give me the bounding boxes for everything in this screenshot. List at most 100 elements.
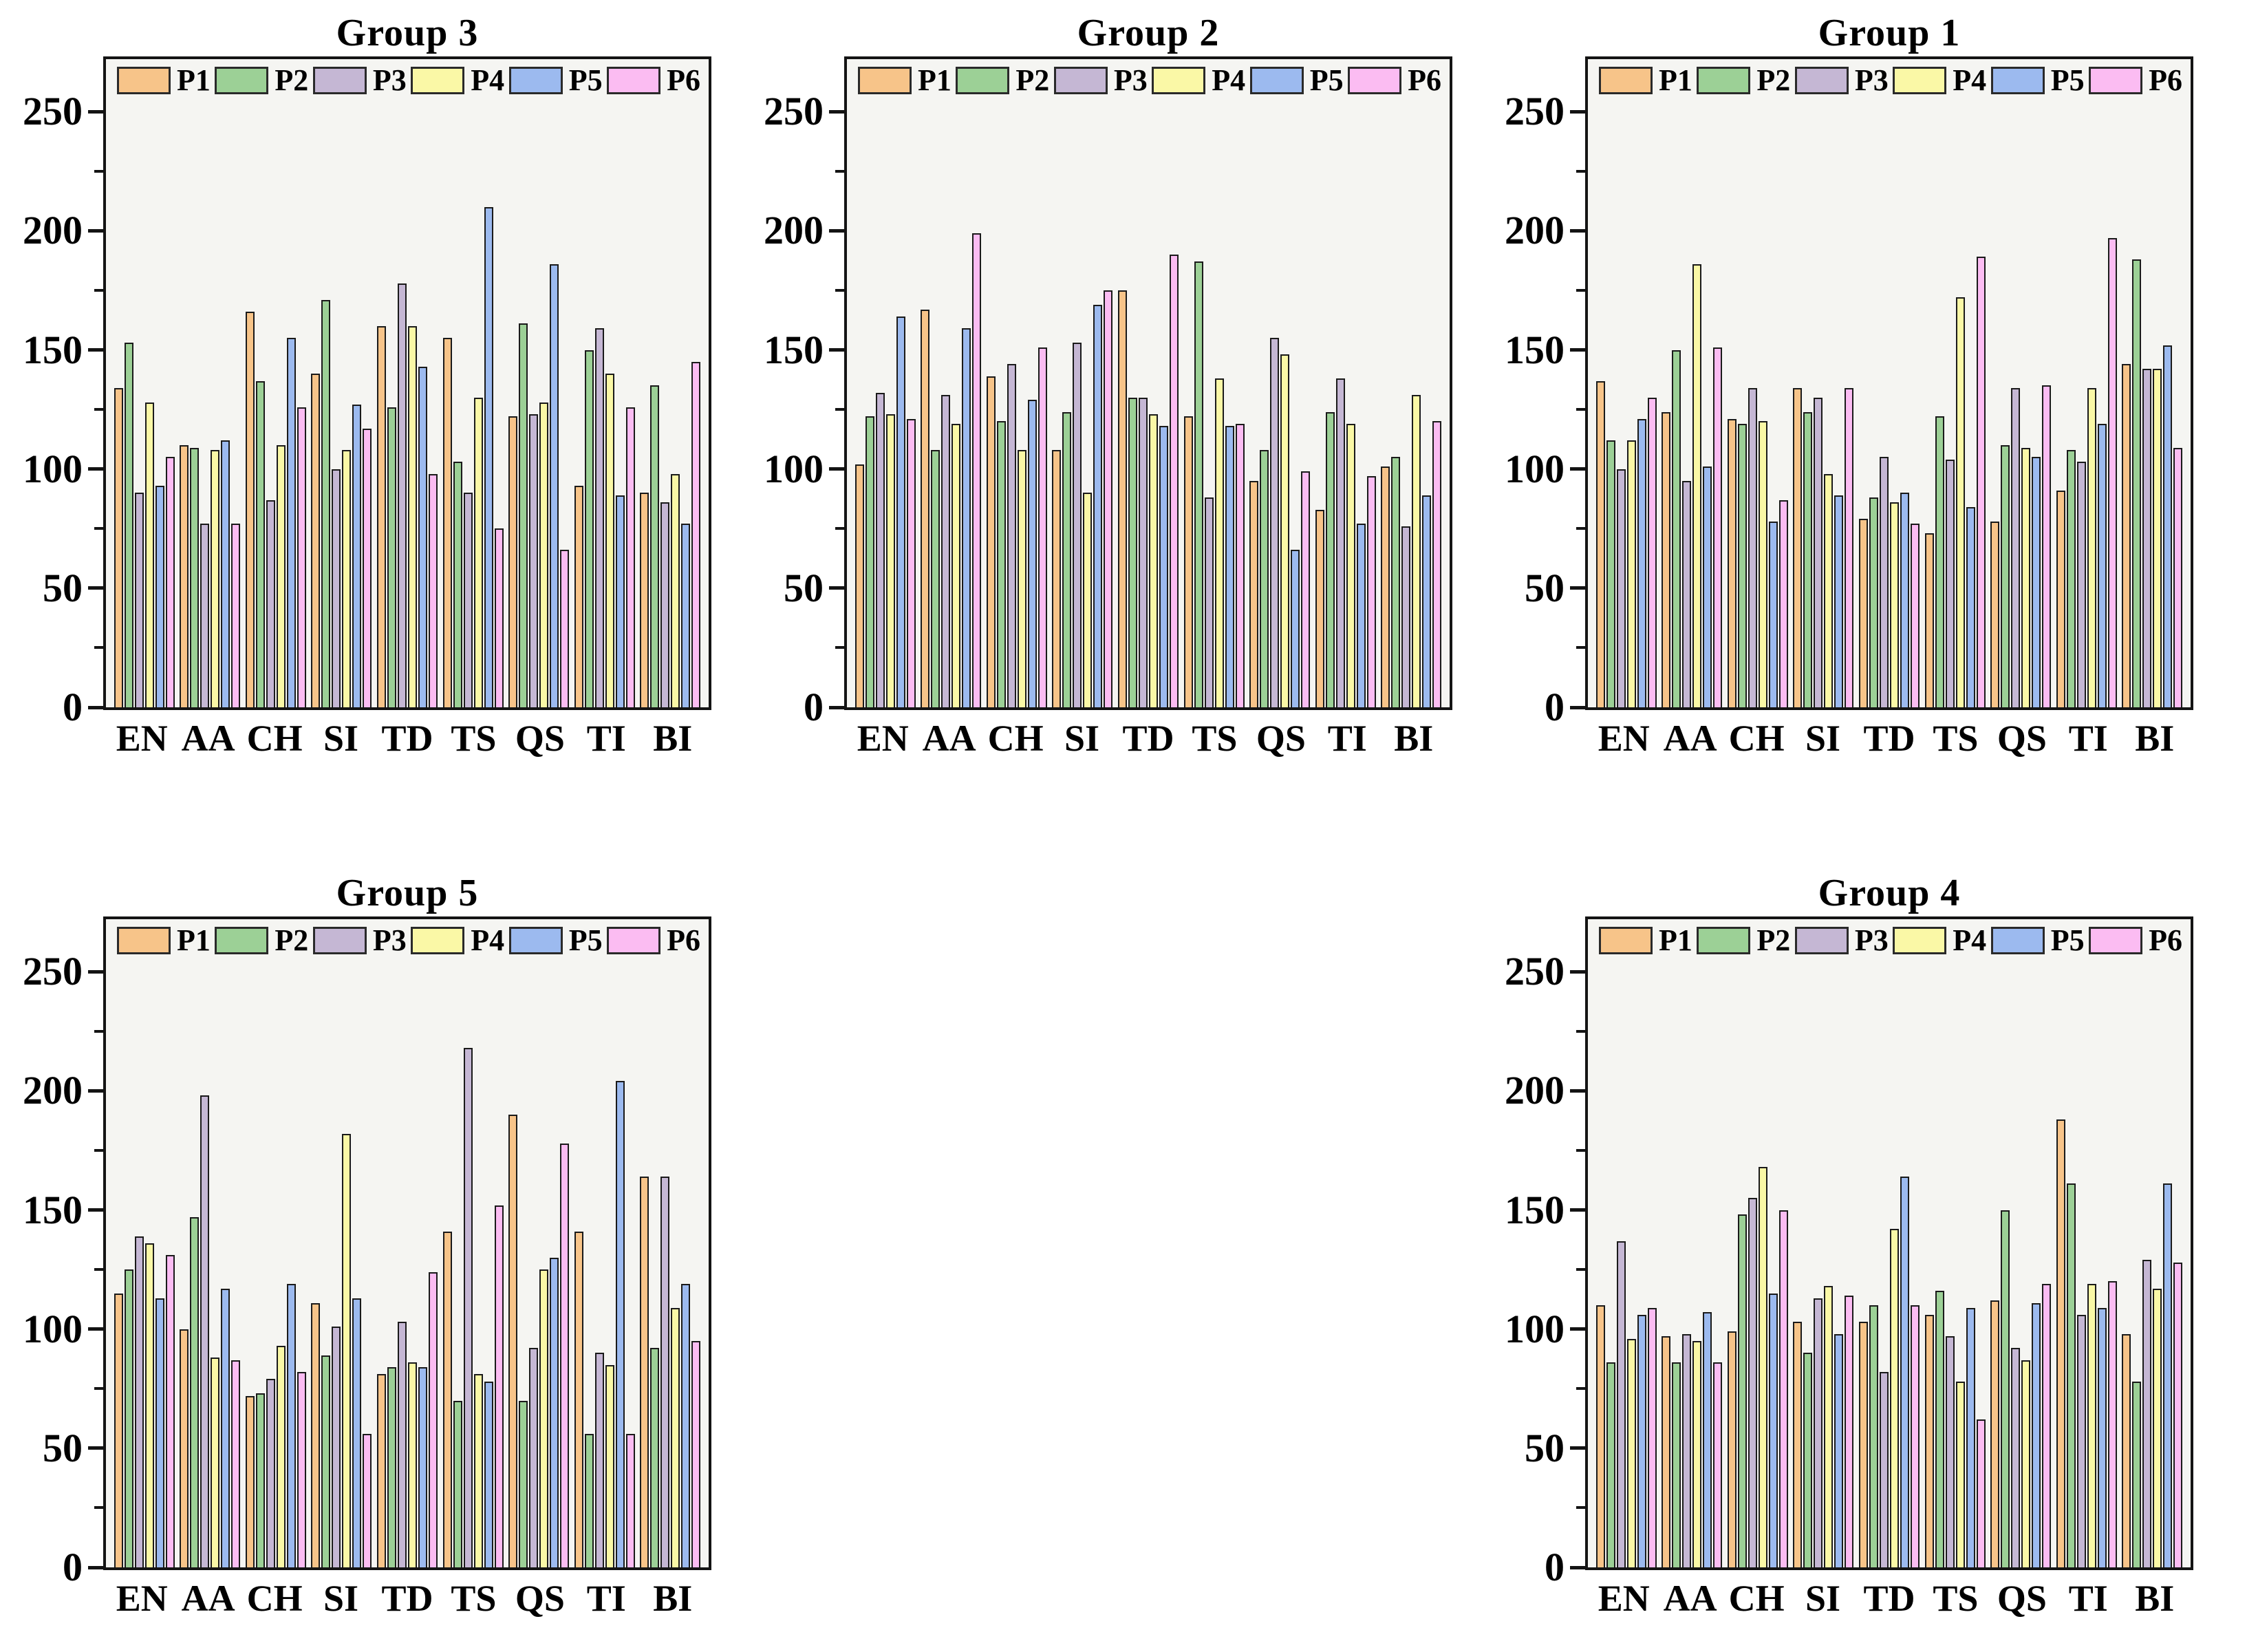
bar-p6-qs: [2042, 385, 2052, 707]
bar-p4-ts: [1955, 1382, 1965, 1567]
bar-p3-en: [134, 1236, 144, 1567]
y-tick-minor: [835, 408, 844, 411]
legend-item-p3: P3: [312, 925, 407, 956]
bar-p1-qs: [1990, 1300, 2000, 1567]
bar-p5-bi: [2163, 345, 2173, 707]
bar-cluster-si: [1050, 59, 1116, 707]
x-tick-label-ti: TI: [586, 1578, 626, 1619]
bar-cluster-bi: [638, 59, 704, 707]
bar-p6-td: [429, 1272, 438, 1567]
bar-p1-bi: [2122, 364, 2131, 707]
bar-p6-ti: [2107, 238, 2117, 707]
x-axis-labels: EN AA CH SI TD TS QS TI BI: [844, 716, 1452, 761]
bar-p3-si: [332, 469, 341, 707]
bar-p6-si: [1104, 290, 1113, 707]
bar-p4-aa: [952, 424, 961, 707]
legend-label: P3: [1113, 63, 1148, 97]
bar-p4-si: [1083, 493, 1093, 707]
bar-p4-td: [408, 1362, 418, 1567]
y-tick-label: 0: [804, 685, 824, 729]
legend-label: P2: [275, 63, 309, 97]
bar-p4-qs: [2021, 448, 2031, 707]
legend-item-p2: P2: [215, 925, 308, 956]
bar-cluster-ch: [1725, 59, 1791, 707]
chart-group-2: Group 2 0 50 100 150 200 250 P1 P2 P3 P4 P5 P6 EN AA CH…: [760, 11, 1476, 768]
x-tick-label-qs: QS: [515, 1578, 565, 1619]
x-tick-label-qs: QS: [1997, 1578, 2047, 1619]
bar-p4-aa: [1692, 264, 1702, 707]
bar-p6-ti: [2107, 1281, 2117, 1567]
bar-p4-ti: [605, 374, 614, 707]
bar-cluster-bi: [638, 919, 704, 1567]
legend-swatch-p1: [858, 67, 912, 94]
bar-p1-en: [854, 464, 864, 707]
bar-p4-qs: [2021, 1360, 2031, 1567]
y-tick-label: 150: [1505, 1187, 1565, 1232]
legend-item-p3: P3: [1794, 65, 1889, 96]
bar-p2-ti: [584, 350, 594, 707]
bar-p3-bi: [1401, 526, 1411, 707]
legend-swatch-p1: [1599, 927, 1653, 954]
bar-p3-td: [398, 1322, 407, 1567]
bar-p5-ti: [2097, 1308, 2107, 1567]
y-tick-label: 50: [784, 565, 824, 610]
bar-p4-bi: [2153, 1289, 2162, 1567]
bar-p1-qs: [1249, 481, 1259, 707]
legend-swatch-p6: [2089, 927, 2143, 954]
bar-p2-ts: [1935, 416, 1944, 707]
y-tick-label: 250: [23, 949, 83, 994]
bar-p1-ts: [442, 338, 452, 707]
bar-p4-ts: [1214, 378, 1224, 707]
bar-p6-ch: [1038, 347, 1047, 707]
bar-p2-aa: [931, 450, 940, 707]
bar-cluster-ts: [1181, 59, 1247, 707]
bar-p6-en: [906, 419, 916, 707]
bar-cluster-en: [1593, 919, 1659, 1567]
bar-p1-ch: [1727, 419, 1737, 707]
legend-item-p4: P4: [1893, 925, 1986, 956]
bar-p3-ti: [594, 328, 604, 707]
x-tick-label-td: TD: [381, 718, 433, 759]
bar-p3-td: [398, 283, 407, 707]
bar-cluster-ch: [243, 919, 309, 1567]
x-axis-labels: EN AA CH SI TD TS QS TI BI: [103, 716, 711, 761]
y-tick-major: [829, 705, 844, 709]
bar-p6-ti: [625, 407, 635, 707]
x-tick-label-aa: AA: [181, 1578, 235, 1619]
x-tick-label-en: EN: [1598, 1578, 1650, 1619]
bar-p3-bi: [2142, 369, 2152, 707]
x-tick-label-ch: CH: [1728, 718, 1785, 759]
bar-p1-en: [1595, 381, 1605, 707]
y-tick-minor: [1576, 1387, 1585, 1391]
bar-p3-ch: [1007, 364, 1016, 707]
y-tick-major: [1570, 109, 1585, 114]
bar-p1-ts: [442, 1232, 452, 1567]
bar-p6-ti: [1366, 476, 1376, 707]
y-tick-major: [829, 586, 844, 590]
x-tick-label-si: SI: [323, 1578, 359, 1619]
y-tick-label: 200: [23, 1068, 83, 1113]
y-tick-label: 0: [63, 685, 83, 729]
legend-item-p5: P5: [1249, 65, 1344, 96]
bar-cluster-td: [1115, 59, 1181, 707]
bar-p5-ts: [484, 1382, 493, 1567]
bar-p3-qs: [2011, 388, 2021, 707]
bar-p1-ts: [1924, 1315, 1934, 1567]
y-tick-label: 250: [23, 89, 83, 134]
bar-p3-si: [1073, 343, 1082, 707]
bar-p1-si: [311, 374, 321, 707]
bar-p1-td: [377, 326, 387, 707]
bar-cluster-si: [309, 919, 375, 1567]
bar-p1-ch: [986, 376, 996, 707]
bar-p5-ti: [2097, 424, 2107, 707]
bar-p1-td: [1859, 1322, 1869, 1567]
bar-p5-ch: [286, 1284, 296, 1567]
bar-p5-qs: [2032, 1303, 2041, 1567]
y-tick-minor: [835, 169, 844, 173]
plot-area: P1 P2 P3 P4 P5 P6: [103, 916, 711, 1570]
legend-item-p1: P1: [858, 65, 952, 96]
legend-swatch-p1: [117, 67, 171, 94]
bar-p5-si: [1834, 495, 1844, 707]
legend-swatch-p4: [1893, 927, 1947, 954]
